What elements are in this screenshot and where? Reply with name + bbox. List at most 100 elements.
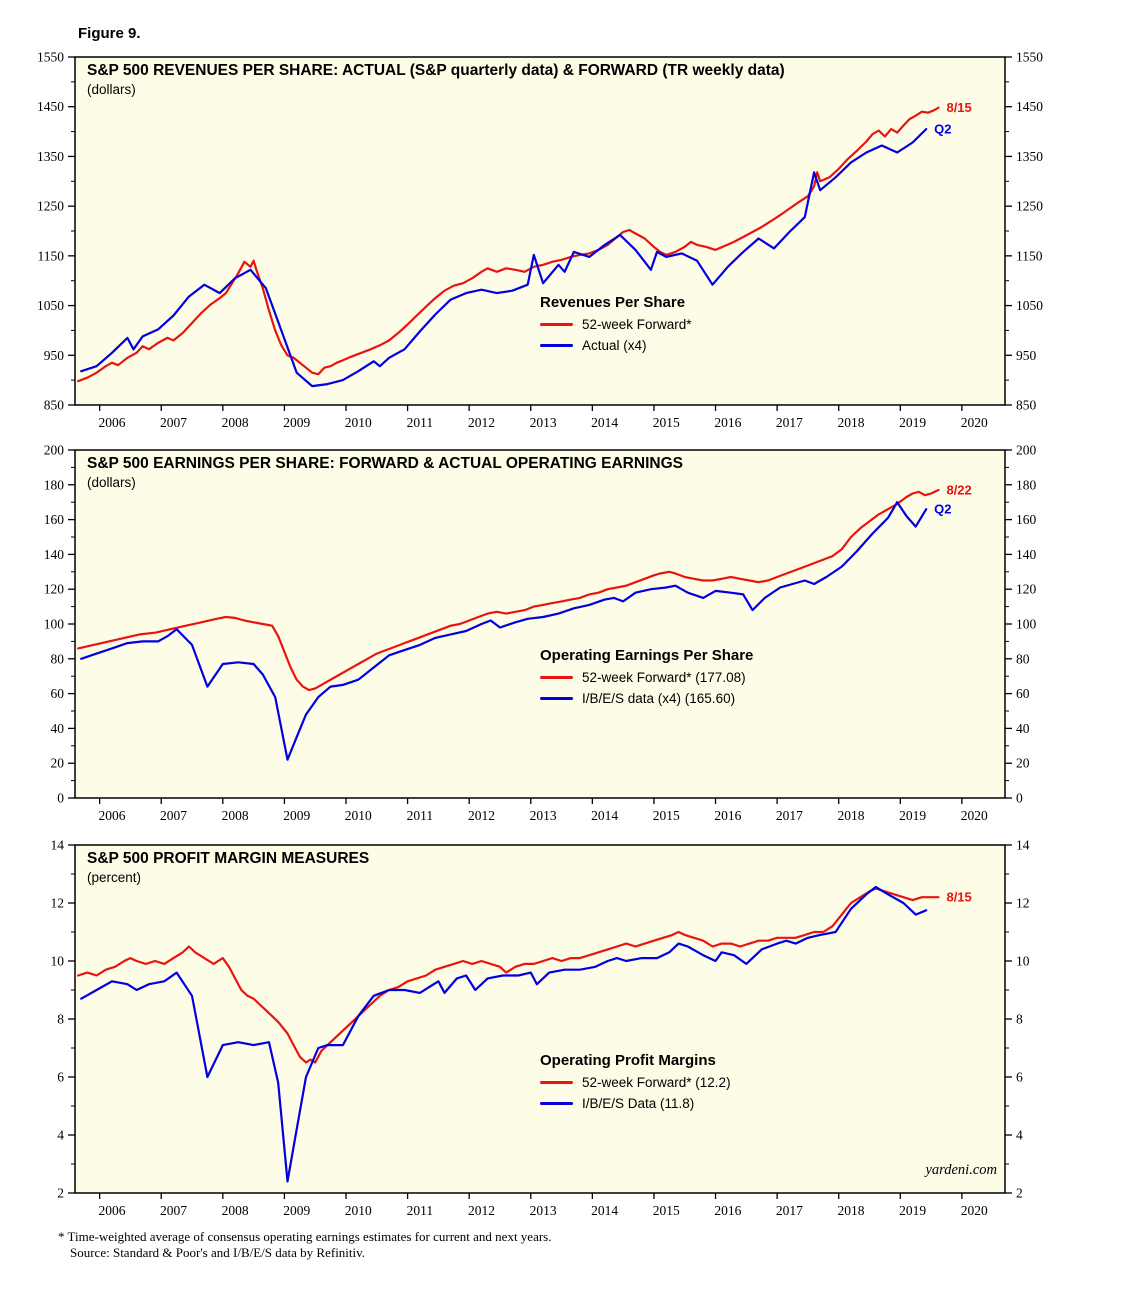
svg-text:120: 120 (44, 582, 65, 597)
svg-text:10: 10 (1016, 954, 1030, 969)
legend-item-label: Actual (x4) (582, 338, 647, 353)
svg-text:1550: 1550 (1016, 50, 1043, 65)
svg-text:1150: 1150 (1016, 248, 1043, 263)
svg-text:2006: 2006 (98, 1203, 125, 1218)
svg-text:2011: 2011 (407, 415, 434, 430)
svg-text:850: 850 (1016, 398, 1037, 413)
svg-text:2018: 2018 (838, 808, 865, 823)
svg-text:60: 60 (1016, 686, 1030, 701)
svg-text:1450: 1450 (37, 99, 64, 114)
earnings-legend: Operating Earnings Per Share 52-week For… (540, 647, 753, 706)
svg-text:100: 100 (1016, 617, 1037, 632)
svg-text:80: 80 (1016, 651, 1030, 666)
revenues-legend: Revenues Per Share 52-week Forward* Actu… (540, 294, 692, 353)
svg-text:200: 200 (44, 443, 65, 458)
svg-text:1450: 1450 (1016, 99, 1043, 114)
svg-text:1350: 1350 (37, 149, 64, 164)
figure-label: Figure 9. (78, 25, 141, 42)
svg-text:2018: 2018 (838, 415, 865, 430)
svg-text:1050: 1050 (1016, 298, 1043, 313)
svg-text:2019: 2019 (899, 415, 926, 430)
legend-item-actual: Actual (x4) (540, 338, 692, 353)
svg-text:2009: 2009 (283, 808, 310, 823)
margins-chart-svg: 2 2 4 4 6 6 8 8 10 10 12 12 14 14 2006 2007 2008 2009 2010… (51, 838, 1030, 1219)
svg-text:2007: 2007 (160, 808, 187, 823)
legend-item-forward: 52-week Forward* (177.08) (540, 670, 753, 685)
svg-text:1250: 1250 (37, 199, 64, 214)
margins-legend: Operating Profit Margins 52-week Forward… (540, 1052, 731, 1111)
svg-text:180: 180 (44, 477, 65, 492)
forward-line-swatch (540, 675, 573, 680)
legend-item-ibes: I/B/E/S data (x4) (165.60) (540, 691, 753, 706)
svg-text:2016: 2016 (714, 415, 741, 430)
svg-text:2015: 2015 (653, 1203, 680, 1218)
svg-text:2008: 2008 (222, 415, 249, 430)
footnote-source: Source: Standard & Poor's and I/B/E/S da… (70, 1245, 366, 1260)
svg-text:1050: 1050 (37, 298, 64, 313)
svg-text:0: 0 (1016, 791, 1023, 806)
legend-title: Operating Earnings Per Share (540, 647, 754, 664)
svg-text:2016: 2016 (714, 808, 741, 823)
svg-text:4: 4 (57, 1128, 64, 1143)
legend-item-label: 52-week Forward* (177.08) (582, 670, 746, 685)
legend-title: Revenues Per Share (540, 294, 686, 311)
svg-text:2014: 2014 (591, 1203, 618, 1218)
svg-text:2006: 2006 (98, 415, 125, 430)
svg-text:200: 200 (1016, 443, 1037, 458)
svg-text:2015: 2015 (653, 415, 680, 430)
svg-text:8/22: 8/22 (946, 483, 971, 498)
svg-text:2008: 2008 (222, 808, 249, 823)
svg-text:2019: 2019 (899, 808, 926, 823)
legend-item-forward: 52-week Forward* (540, 317, 692, 332)
svg-text:120: 120 (1016, 582, 1037, 597)
svg-text:2019: 2019 (899, 1203, 926, 1218)
margins-chart-subtitle: (percent) (87, 870, 142, 885)
legend-item-label: I/B/E/S data (x4) (165.60) (582, 691, 736, 706)
svg-text:850: 850 (44, 398, 65, 413)
svg-text:20: 20 (1016, 756, 1030, 771)
svg-text:12: 12 (1016, 896, 1030, 911)
svg-text:140: 140 (44, 547, 65, 562)
legend-item-label: 52-week Forward* (12.2) (582, 1075, 731, 1090)
svg-text:14: 14 (1016, 838, 1030, 853)
svg-text:950: 950 (1016, 348, 1037, 363)
svg-text:2017: 2017 (776, 808, 803, 823)
svg-text:2017: 2017 (776, 415, 803, 430)
svg-text:2007: 2007 (160, 1203, 187, 1218)
svg-text:2013: 2013 (530, 1203, 557, 1218)
svg-text:2: 2 (1016, 1186, 1023, 1201)
svg-text:1350: 1350 (1016, 149, 1043, 164)
forward-line-swatch (540, 322, 573, 327)
svg-text:1150: 1150 (38, 248, 65, 263)
svg-text:2015: 2015 (653, 808, 680, 823)
svg-text:2011: 2011 (407, 1203, 434, 1218)
svg-text:2012: 2012 (468, 415, 495, 430)
actual-line-swatch (540, 343, 573, 348)
svg-text:950: 950 (44, 348, 65, 363)
ibes-line-swatch (540, 1101, 573, 1106)
svg-text:6: 6 (1016, 1070, 1023, 1085)
svg-text:2012: 2012 (468, 808, 495, 823)
svg-text:2012: 2012 (468, 1203, 495, 1218)
ibes-line-swatch (540, 696, 573, 701)
earnings-chart-title: S&P 500 EARNINGS PER SHARE: FORWARD & AC… (87, 455, 683, 472)
svg-text:10: 10 (51, 954, 65, 969)
svg-text:2010: 2010 (345, 1203, 372, 1218)
revenues-panel: 850 850 950 950 1050 1050 1150 1150 1250 1250 1350… (0, 45, 1138, 437)
svg-text:2: 2 (57, 1186, 64, 1201)
svg-text:2010: 2010 (345, 808, 372, 823)
svg-text:4: 4 (1016, 1128, 1023, 1143)
revenues-chart-svg: 850 850 950 950 1050 1050 1150 1150 1250 1250 1350… (37, 50, 1043, 431)
svg-text:160: 160 (44, 512, 65, 527)
svg-text:100: 100 (44, 617, 65, 632)
yardeni-watermark: yardeni.com (925, 1162, 997, 1178)
svg-text:40: 40 (51, 721, 65, 736)
svg-text:8: 8 (1016, 1012, 1023, 1027)
svg-text:1550: 1550 (37, 50, 64, 65)
svg-text:2016: 2016 (714, 1203, 741, 1218)
svg-text:60: 60 (51, 686, 65, 701)
legend-item-label: 52-week Forward* (582, 317, 692, 332)
legend-item-forward: 52-week Forward* (12.2) (540, 1075, 731, 1090)
svg-text:140: 140 (1016, 547, 1037, 562)
